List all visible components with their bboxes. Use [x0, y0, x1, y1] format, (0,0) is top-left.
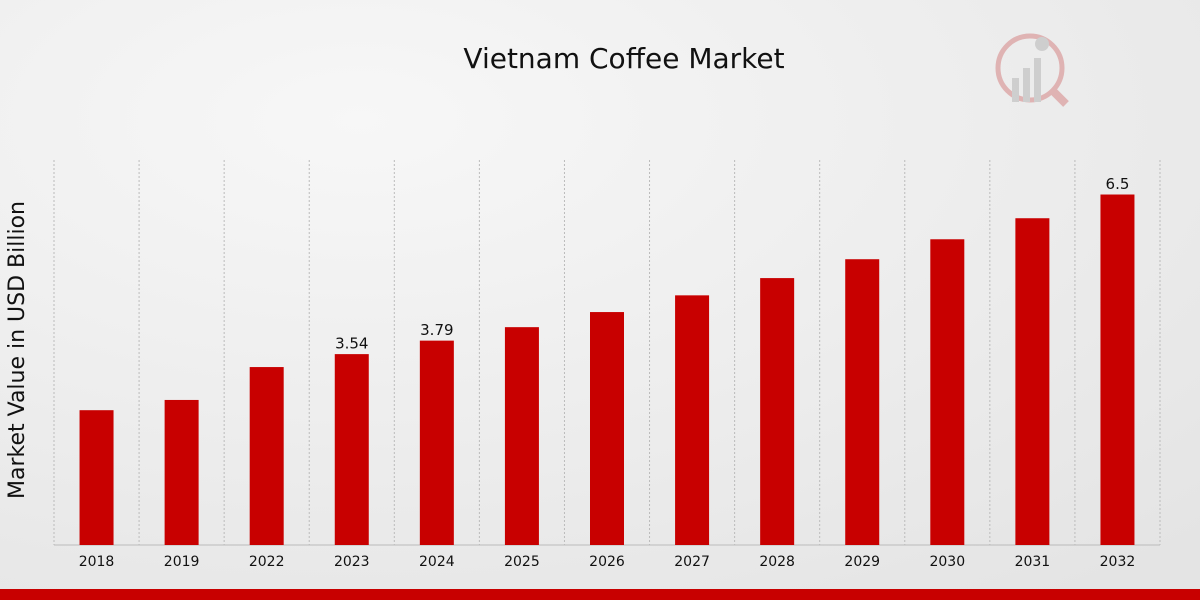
- chart-title: Vietnam Coffee Market: [463, 42, 784, 75]
- bar: [675, 295, 710, 545]
- value-label: 3.54: [335, 335, 368, 353]
- x-tick-label: 2018: [79, 554, 115, 570]
- x-tick-label: 2032: [1100, 554, 1136, 570]
- logo: [995, 33, 1069, 107]
- x-tick-label: 2031: [1015, 554, 1051, 570]
- bar: [164, 399, 199, 545]
- bar: [334, 354, 369, 545]
- x-tick-label: 2026: [589, 554, 625, 570]
- value-label: 6.5: [1106, 175, 1130, 193]
- bar: [930, 239, 965, 545]
- y-axis-label: Market Value in USD Billion: [5, 201, 30, 499]
- x-tick-label: 2025: [504, 554, 540, 570]
- x-tick-label: 2023: [334, 554, 370, 570]
- bar: [760, 278, 795, 545]
- bar: [504, 327, 539, 545]
- x-tick-label: 2019: [164, 554, 200, 570]
- bar: [1100, 194, 1135, 545]
- bar: [845, 259, 880, 545]
- bar: [1015, 218, 1050, 545]
- x-tick-label: 2022: [249, 554, 285, 570]
- bar: [79, 410, 114, 545]
- x-tick-label: 2030: [929, 554, 965, 570]
- footer-bar: [0, 589, 1200, 600]
- bar: [590, 312, 624, 545]
- x-tick-label: 2029: [844, 554, 880, 570]
- x-tick-label: 2024: [419, 554, 455, 570]
- x-tick-label: 2028: [759, 554, 795, 570]
- bar: [249, 367, 284, 545]
- x-tick-label: 2027: [674, 554, 710, 570]
- value-label: 3.79: [420, 321, 453, 339]
- bar: [419, 340, 454, 545]
